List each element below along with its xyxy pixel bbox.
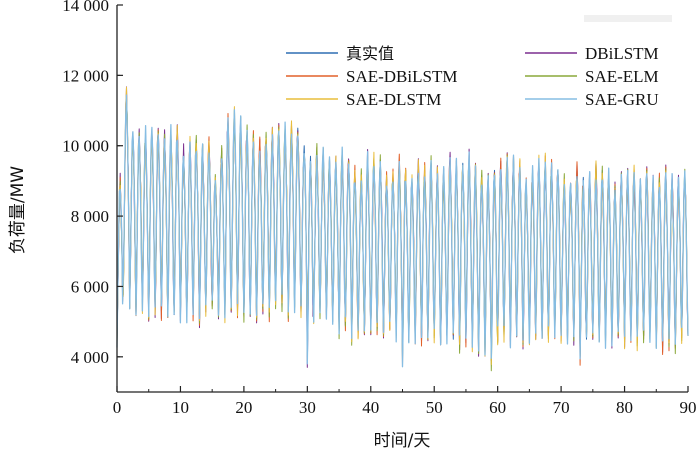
legend-label: SAE-DLSTM xyxy=(346,90,441,109)
x-tick-label: 0 xyxy=(113,398,122,417)
series-line-5 xyxy=(116,94,689,368)
x-tick-label: 30 xyxy=(299,398,316,417)
legend-label: DBiLSTM xyxy=(585,44,659,63)
series-layer xyxy=(116,86,689,372)
x-tick-label: 40 xyxy=(362,398,379,417)
legend-decoration-bar xyxy=(584,15,672,22)
ticks: 0 10 20 30 40 50 60 70 80 90 4 000 6 000 8 000 10 000… xyxy=(62,0,696,417)
x-tick-label: 60 xyxy=(489,398,506,417)
y-tick-label: 4 000 xyxy=(71,348,109,367)
legend-label: 真实值 xyxy=(346,44,394,63)
legend-label: SAE-DBiLSTM xyxy=(346,67,457,86)
y-tick-label: 12 000 xyxy=(62,66,109,85)
legend-label: SAE-GRU xyxy=(585,90,659,109)
legend-label: SAE-ELM xyxy=(585,67,659,86)
x-tick-label: 90 xyxy=(680,398,697,417)
y-axis-title: 负荷量/MW xyxy=(8,166,28,254)
x-tick-label: 80 xyxy=(616,398,633,417)
y-tick-label: 6 000 xyxy=(71,277,109,296)
legend: 真实值 DBiLSTM SAE-DBiLSTM SAE-ELM SAE-DLSTM SAE… xyxy=(286,44,659,109)
x-tick-label: 50 xyxy=(426,398,443,417)
x-tick-label: 10 xyxy=(172,398,189,417)
x-tick-label: 20 xyxy=(235,398,252,417)
y-tick-label: 14 000 xyxy=(62,0,109,15)
x-axis-title: 时间/天 xyxy=(374,431,431,451)
x-tick-label: 70 xyxy=(553,398,570,417)
y-tick-label: 8 000 xyxy=(71,207,109,226)
y-tick-label: 10 000 xyxy=(62,137,109,156)
